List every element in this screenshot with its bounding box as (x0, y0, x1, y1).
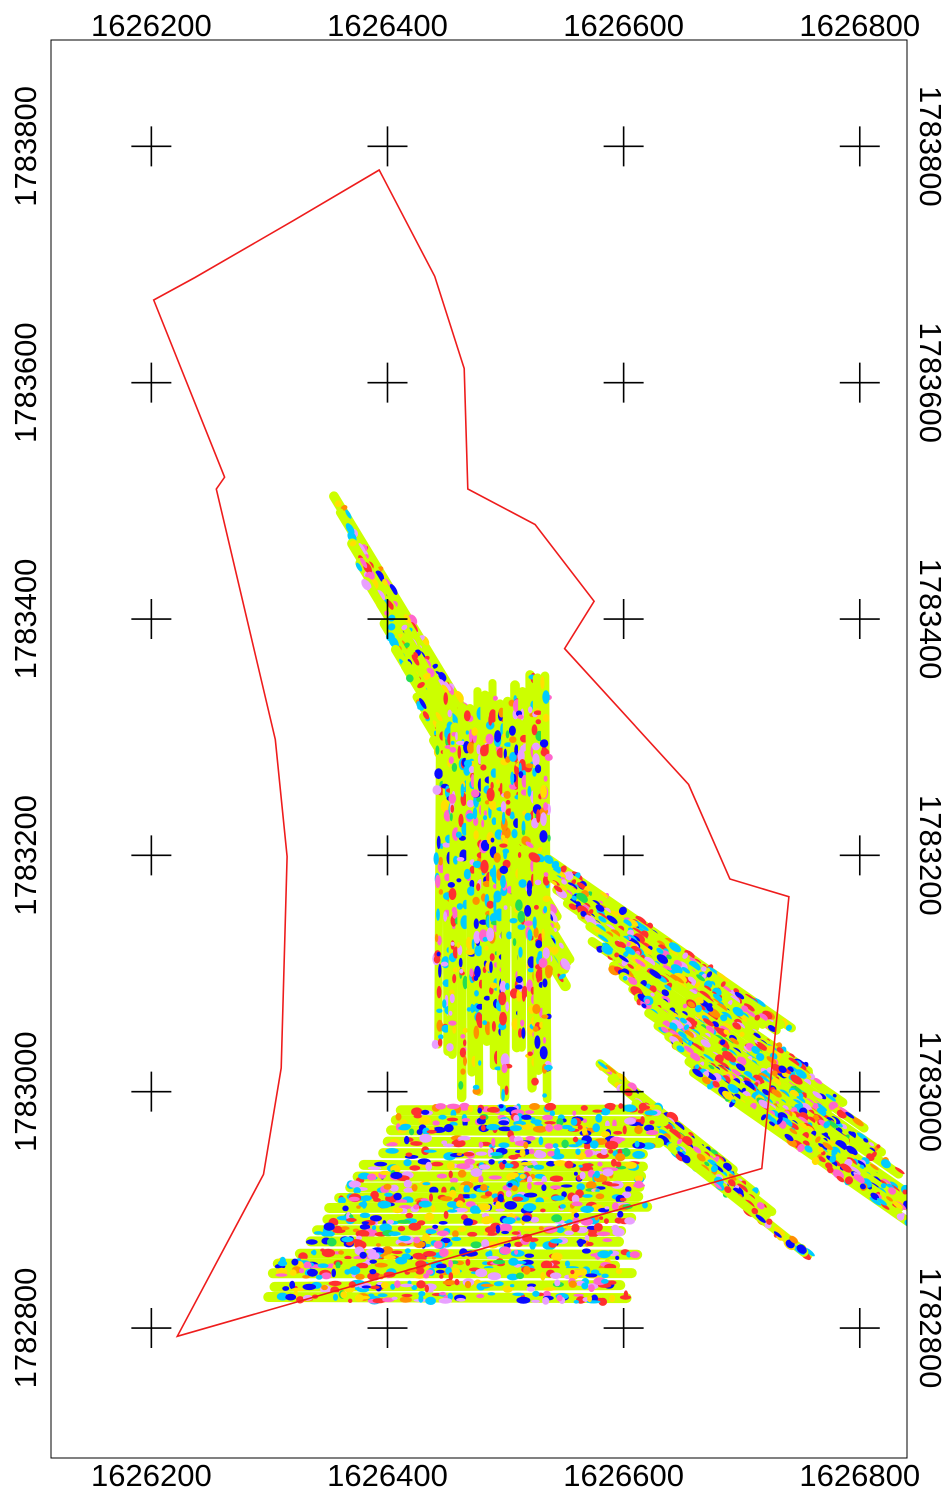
grid-cross (131, 1071, 172, 1112)
grid-cross (603, 126, 644, 167)
grid-cross (839, 362, 880, 403)
grid-cross (367, 362, 408, 403)
y-tick-label: 1783600 (913, 322, 948, 443)
grid-cross (131, 835, 172, 876)
y-tick-label: 1782800 (8, 1268, 43, 1389)
y-tick-label: 1783400 (913, 559, 948, 680)
x-tick-label: 1626800 (799, 8, 920, 43)
y-axis-labels-right: 1783800 1783600 1783400 1783200 1783000 17828… (913, 86, 948, 1388)
y-tick-label: 1783400 (8, 559, 43, 680)
grid-cross (367, 1308, 408, 1349)
grid-cross (603, 1308, 644, 1349)
grid-cross (839, 835, 880, 876)
grid-cross (839, 1308, 880, 1349)
grid-cross (131, 1308, 172, 1349)
x-tick-label: 1626200 (91, 1458, 212, 1493)
y-tick-label: 1783800 (8, 86, 43, 207)
grid-cross (131, 126, 172, 167)
grid-cross (367, 1071, 408, 1112)
y-tick-label: 1783200 (913, 795, 948, 916)
x-tick-label: 1626600 (563, 8, 684, 43)
y-tick-label: 1783800 (913, 86, 948, 207)
y-tick-label: 1783200 (8, 795, 43, 916)
grid-cross (367, 599, 408, 640)
grid-cross (839, 599, 880, 640)
y-tick-label: 1782800 (913, 1268, 948, 1389)
y-tick-label: 1783000 (913, 1031, 948, 1152)
grid-cross (603, 599, 644, 640)
x-tick-label: 1626800 (799, 1458, 920, 1493)
x-axis-labels-bottom: 1626200 1626400 1626600 1626800 (91, 1458, 920, 1493)
x-tick-label: 1626600 (563, 1458, 684, 1493)
survey-boundary (152, 168, 790, 1338)
x-tick-label: 1626200 (91, 8, 212, 43)
grid-crosses (131, 126, 880, 1349)
grid-cross (367, 835, 408, 876)
x-axis-labels-top: 1626200 1626400 1626600 1626800 (91, 8, 920, 43)
x-tick-label: 1626400 (327, 1458, 448, 1493)
y-tick-label: 1783000 (8, 1031, 43, 1152)
grid-cross (367, 126, 408, 167)
grid-cross (603, 835, 644, 876)
grid-cross (603, 362, 644, 403)
x-tick-label: 1626400 (327, 8, 448, 43)
y-axis-labels-left: 1783800 1783600 1783400 1783200 1783000 17828… (8, 86, 43, 1388)
y-tick-label: 1783600 (8, 322, 43, 443)
grid-cross (131, 362, 172, 403)
grid-cross (131, 599, 172, 640)
grid-cross (603, 1071, 644, 1112)
magnetic-survey-data (263, 491, 907, 1306)
grid-cross (839, 1071, 880, 1112)
map-frame (50, 39, 908, 1459)
grid-cross (839, 126, 880, 167)
